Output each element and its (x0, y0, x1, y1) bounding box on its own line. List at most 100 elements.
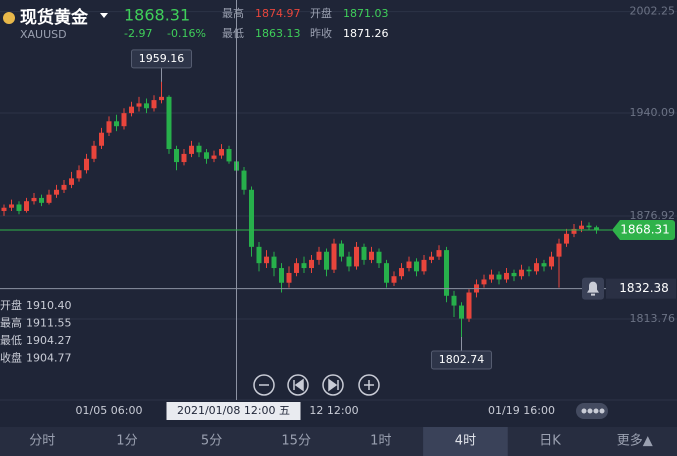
candle-body (429, 256, 434, 260)
candle-body (564, 233, 569, 244)
candle-body (331, 243, 337, 270)
tab[interactable]: 1分 (116, 434, 137, 449)
candle-body (496, 274, 502, 280)
candle-body (406, 261, 412, 269)
current-price-box (612, 220, 675, 241)
candle-body (414, 261, 419, 272)
change: -2.97 (124, 27, 152, 40)
candle-body (39, 197, 44, 203)
candle-body (271, 256, 277, 269)
candle-body (249, 189, 254, 247)
candle-body (451, 295, 457, 306)
candle-body (219, 149, 224, 156)
candle-body (534, 263, 539, 272)
y-tick-label: 1813.76 (630, 312, 676, 325)
scroll-end[interactable] (322, 374, 344, 396)
candle-body (226, 149, 232, 162)
y-tick-label: 1876.92 (630, 209, 676, 222)
info-value: 1910.40 (26, 299, 72, 312)
tab[interactable]: 1时 (370, 434, 391, 449)
candle-body (346, 256, 352, 267)
candle-body (241, 170, 247, 190)
zoom-in[interactable] (358, 374, 380, 396)
tab[interactable]: 分时 (29, 434, 55, 449)
candle-body (24, 201, 29, 211)
candle-body (354, 246, 359, 267)
candle-body (159, 96, 164, 101)
candle-body (181, 153, 187, 163)
tab-bar (0, 427, 677, 456)
crosshair-price: 1832.38 (619, 281, 669, 295)
tab-selected (423, 427, 508, 456)
tab[interactable]: 日K (539, 434, 561, 449)
candle-body (399, 268, 404, 277)
instrument-name: 现货黄金 (20, 7, 89, 28)
handle-dots (581, 408, 605, 414)
candle-body (489, 274, 494, 280)
crosshair-price-box (606, 278, 676, 299)
y-tick-label: 2002.25 (630, 5, 676, 18)
candle-body (76, 170, 82, 179)
info-value: 1904.27 (26, 334, 72, 347)
candle-body (376, 251, 382, 264)
candle-body (174, 149, 179, 163)
stat-value: 1871.03 (343, 7, 389, 20)
candle-body (114, 121, 119, 127)
candle-body (301, 263, 307, 269)
gold-icon (3, 12, 15, 24)
candle-body (571, 228, 577, 234)
info-label: 开盘 (0, 298, 22, 312)
candle-body (466, 292, 472, 319)
candle-body (294, 263, 299, 273)
candle-body (511, 272, 517, 277)
candle-body (549, 256, 554, 267)
scroll-start[interactable] (287, 374, 309, 396)
stat-label: 昨收 (310, 26, 332, 40)
candle-body (1, 207, 7, 211)
candle-body (204, 152, 209, 159)
candle-body (316, 251, 322, 260)
candle-body (481, 279, 487, 285)
tab[interactable]: 15分 (281, 434, 311, 449)
info-value: 1911.55 (26, 317, 72, 330)
candle-body (391, 276, 397, 283)
info-label: 收盘 (0, 351, 22, 365)
candle-body (91, 145, 97, 159)
info-label: 最低 (0, 334, 22, 347)
candle-body (436, 250, 442, 257)
max-box (131, 49, 192, 69)
min-box (431, 350, 492, 370)
candle-body (189, 145, 194, 154)
candle-body (519, 269, 524, 277)
candle-body (54, 189, 59, 195)
stat-value: 1871.26 (343, 27, 389, 40)
candle-body (166, 96, 172, 150)
candle-body (384, 263, 389, 283)
x-tick-label: 01/05 06:00 (76, 404, 143, 417)
candle-body (541, 263, 547, 267)
candle-body (556, 243, 562, 257)
candle-body (196, 145, 202, 153)
x-tick-label: 12 12:00 (309, 404, 358, 417)
candle-body (69, 178, 74, 185)
zoom-controls (253, 374, 380, 396)
bell-icon (587, 281, 599, 296)
info-value: 1904.77 (26, 352, 72, 365)
stat-label: 最低 (222, 27, 244, 40)
candle-body (279, 268, 284, 283)
stat-label: 最高 (222, 6, 244, 20)
tab[interactable]: 5分 (201, 434, 222, 449)
dropdown-icon[interactable] (100, 13, 108, 18)
candle-body (136, 103, 142, 107)
y-tick-label: 1940.09 (630, 106, 676, 119)
candle-body (61, 184, 67, 190)
candle-body (579, 225, 584, 229)
stat-label: 开盘 (310, 6, 332, 20)
zoom-out[interactable] (253, 374, 275, 396)
tab[interactable]: 更多▲ (617, 433, 653, 449)
candle-body (256, 246, 262, 264)
x-tick-label: 01/19 16:00 (488, 404, 555, 417)
tab[interactable]: 4时 (455, 434, 476, 449)
candle-body (369, 251, 374, 260)
